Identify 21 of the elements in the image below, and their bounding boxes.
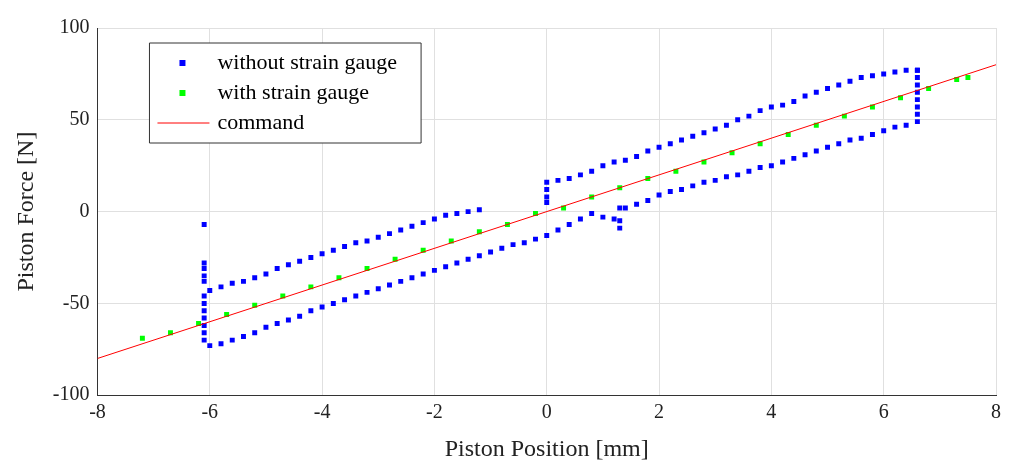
x-tick-label: 8: [991, 400, 1001, 423]
y-tick-label: 0: [79, 198, 90, 221]
y-tick-label: 50: [69, 107, 90, 130]
legend-label: without strain gauge: [217, 48, 398, 74]
x-tick-label: 4: [766, 400, 777, 423]
y-tick-label: -50: [62, 290, 90, 313]
legend-label: with strain gauge: [217, 78, 369, 104]
point: [965, 75, 971, 81]
x-tick-label: -4: [313, 400, 331, 423]
x-tick-label: -6: [201, 400, 219, 423]
y-axis-title: Piston Force [N]: [11, 131, 38, 292]
x-tick-label: 2: [654, 400, 665, 423]
x-tick-label: 0: [541, 400, 552, 423]
x-tick-label: 6: [878, 400, 889, 423]
x-tick-label: -2: [426, 400, 443, 423]
legend-label: command: [217, 108, 305, 134]
x-tick-label: -8: [89, 400, 106, 423]
x-axis-title: Piston Position [mm]: [444, 434, 649, 461]
y-tick-label: -100: [52, 382, 90, 405]
point: [139, 335, 145, 341]
y-tick-label: 100: [59, 15, 90, 38]
